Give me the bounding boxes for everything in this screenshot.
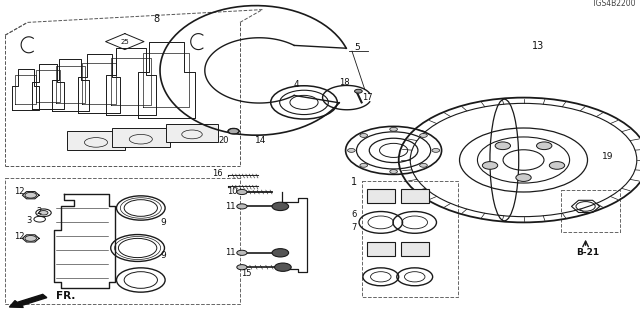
- Text: 12: 12: [14, 187, 24, 196]
- Text: 9: 9: [160, 252, 166, 260]
- Text: 7: 7: [352, 223, 357, 232]
- Circle shape: [25, 236, 36, 241]
- Text: 6: 6: [352, 210, 357, 219]
- FancyBboxPatch shape: [401, 242, 429, 256]
- Text: 14: 14: [255, 136, 267, 145]
- FancyBboxPatch shape: [67, 131, 125, 150]
- Text: 10: 10: [228, 187, 238, 196]
- Circle shape: [390, 127, 397, 131]
- Text: 17: 17: [362, 93, 372, 102]
- Circle shape: [272, 249, 289, 257]
- Text: 8: 8: [154, 14, 160, 24]
- Circle shape: [483, 162, 498, 169]
- FancyBboxPatch shape: [367, 242, 395, 256]
- Text: 12: 12: [14, 232, 24, 241]
- Text: 2: 2: [36, 207, 42, 216]
- Circle shape: [390, 170, 397, 173]
- FancyBboxPatch shape: [112, 128, 170, 147]
- Text: TGS4B2200: TGS4B2200: [592, 0, 637, 8]
- Circle shape: [275, 263, 291, 271]
- Text: 13: 13: [531, 41, 544, 52]
- Circle shape: [25, 192, 36, 198]
- Text: 3: 3: [27, 216, 32, 225]
- Text: 25: 25: [120, 39, 129, 44]
- Text: FR.: FR.: [56, 291, 76, 301]
- Text: 20: 20: [219, 136, 229, 145]
- Circle shape: [237, 189, 247, 195]
- Circle shape: [348, 148, 355, 152]
- Circle shape: [39, 211, 48, 215]
- FancyBboxPatch shape: [401, 189, 429, 203]
- Circle shape: [228, 128, 239, 134]
- Text: 4: 4: [294, 80, 299, 89]
- FancyBboxPatch shape: [166, 124, 218, 141]
- Circle shape: [536, 142, 552, 150]
- FancyBboxPatch shape: [367, 189, 395, 203]
- Text: 11: 11: [225, 202, 236, 211]
- Circle shape: [516, 174, 531, 181]
- Circle shape: [420, 164, 428, 167]
- Text: 18: 18: [339, 78, 349, 87]
- Circle shape: [237, 265, 247, 270]
- Text: 5: 5: [355, 43, 360, 52]
- Circle shape: [432, 148, 440, 152]
- Text: 15: 15: [241, 269, 252, 278]
- Text: 19: 19: [602, 152, 613, 161]
- Circle shape: [420, 133, 428, 137]
- Circle shape: [360, 164, 367, 167]
- Text: 1: 1: [351, 177, 357, 187]
- Text: B-21: B-21: [576, 248, 599, 257]
- Circle shape: [355, 89, 362, 93]
- Circle shape: [549, 162, 564, 169]
- FancyArrow shape: [10, 294, 47, 308]
- Text: 16: 16: [212, 169, 223, 178]
- Circle shape: [237, 204, 247, 209]
- Circle shape: [360, 133, 367, 137]
- Circle shape: [495, 142, 511, 150]
- Text: 9: 9: [160, 218, 166, 227]
- Circle shape: [237, 250, 247, 255]
- Text: 11: 11: [225, 248, 236, 257]
- Circle shape: [272, 202, 289, 211]
